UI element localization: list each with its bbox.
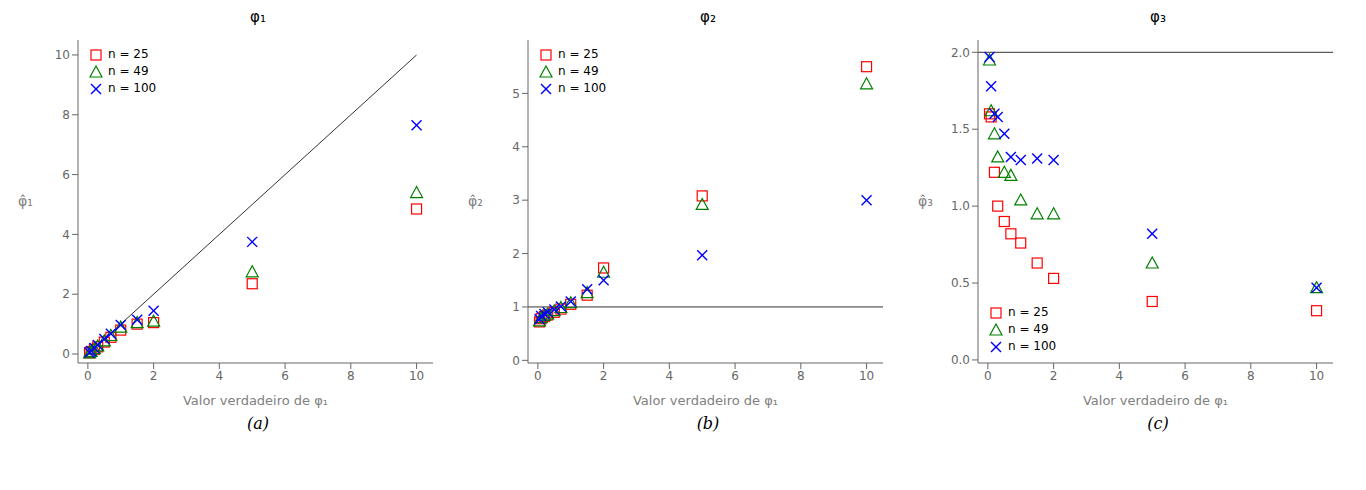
- svg-text:φ̂₁: φ̂₁: [18, 193, 33, 209]
- html-text:φ₃: φ₃: [1150, 8, 1166, 26]
- svg-text:2: 2: [1050, 369, 1058, 383]
- svg-text:0.0: 0.0: [951, 353, 970, 367]
- html-text:n = 100: n = 100: [558, 81, 607, 95]
- svg-text:Valor verdadeiro de φ₁: Valor verdadeiro de φ₁: [633, 393, 778, 408]
- svg-text:10: 10: [55, 48, 70, 62]
- svg-text:6: 6: [281, 369, 289, 383]
- svg-text:8: 8: [62, 108, 70, 122]
- svg-text:4: 4: [62, 228, 70, 242]
- svg-text:Valor verdadeiro de φ₁: Valor verdadeiro de φ₁: [1083, 393, 1228, 408]
- svg-text:4: 4: [512, 140, 520, 154]
- svg-text:φ̂₂: φ̂₂: [468, 193, 483, 209]
- svg-text:4: 4: [1116, 369, 1124, 383]
- svg-text:1.0: 1.0: [951, 199, 970, 213]
- html-text:n = 25: n = 25: [1008, 305, 1049, 319]
- svg-text:2: 2: [62, 287, 70, 301]
- svg-text:0: 0: [984, 369, 992, 383]
- svg-text:6: 6: [1181, 369, 1189, 383]
- html-text:n = 49: n = 49: [108, 64, 149, 78]
- svg-text:0: 0: [512, 354, 520, 368]
- svg-text:8: 8: [797, 369, 805, 383]
- svg-text:10: 10: [409, 369, 424, 383]
- html-text:n = 49: n = 49: [558, 64, 599, 78]
- svg-text:2: 2: [150, 369, 158, 383]
- html-text:n = 25: n = 25: [108, 47, 149, 61]
- svg-text:0: 0: [62, 347, 70, 361]
- svg-text:1.5: 1.5: [951, 122, 970, 136]
- html-text:φ₁: φ₁: [250, 8, 266, 26]
- svg-text:8: 8: [1247, 369, 1255, 383]
- html-text:n = 49: n = 49: [1008, 322, 1049, 336]
- svg-text:10: 10: [1309, 369, 1324, 383]
- html-text:(a): (a): [247, 414, 269, 433]
- svg-text:φ̂₃: φ̂₃: [918, 193, 933, 209]
- svg-text:6: 6: [731, 369, 739, 383]
- svg-text:6: 6: [62, 168, 70, 182]
- svg-text:2: 2: [600, 369, 608, 383]
- html-text:(c): (c): [1147, 414, 1169, 433]
- svg-text:8: 8: [347, 369, 355, 383]
- html-text:n = 25: n = 25: [558, 47, 599, 61]
- html-text:n = 100: n = 100: [1008, 339, 1057, 353]
- html-text:(b): (b): [696, 414, 720, 433]
- html-text:n = 100: n = 100: [108, 81, 157, 95]
- svg-text:4: 4: [666, 369, 674, 383]
- svg-text:0: 0: [534, 369, 542, 383]
- svg-text:4: 4: [216, 369, 224, 383]
- svg-text:0.5: 0.5: [951, 276, 970, 290]
- svg-text:3: 3: [512, 193, 520, 207]
- svg-text:0: 0: [84, 369, 92, 383]
- svg-text:2.0: 2.0: [951, 46, 970, 60]
- html-text:φ₂: φ₂: [700, 8, 716, 26]
- svg-text:10: 10: [859, 369, 874, 383]
- svg-text:1: 1: [512, 300, 520, 314]
- svg-text:5: 5: [512, 87, 520, 101]
- svg-text:2: 2: [512, 247, 520, 261]
- svg-text:Valor verdadeiro de φ₁: Valor verdadeiro de φ₁: [183, 393, 328, 408]
